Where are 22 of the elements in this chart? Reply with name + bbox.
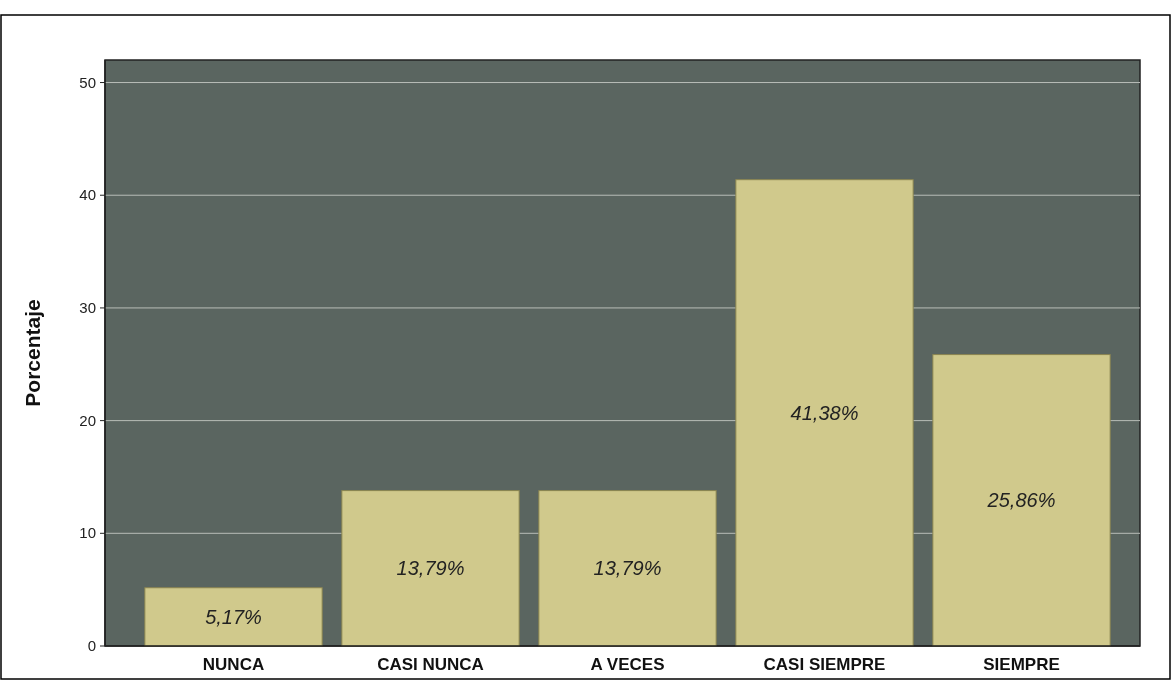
x-tick-label: SIEMPRE <box>983 655 1060 674</box>
y-tick-label: 0 <box>87 637 96 654</box>
bar <box>341 490 520 647</box>
bar <box>932 354 1111 647</box>
y-tick-label: 50 <box>79 73 96 91</box>
data-label: 13,79% <box>593 557 662 580</box>
data-label: 13,79% <box>396 557 465 580</box>
y-tick-label: 20 <box>79 411 96 429</box>
x-tick-label: NUNCA <box>202 655 265 674</box>
x-tick-label: CASI SIEMPRE <box>763 655 886 674</box>
data-label: 25,86% <box>986 489 1056 512</box>
bar <box>735 179 914 647</box>
bar <box>144 587 323 647</box>
x-tick-label: CASI NUNCA <box>377 655 484 674</box>
y-tick-label: 40 <box>79 186 96 204</box>
y-tick-label: 30 <box>79 298 96 316</box>
y-axis-title: Porcentaje <box>21 299 44 407</box>
data-label: 41,38% <box>790 401 859 424</box>
x-tick-label: A VECES <box>590 655 665 674</box>
data-label: 5,17% <box>205 605 262 628</box>
bar <box>538 490 717 647</box>
y-tick-label: 10 <box>79 524 96 542</box>
